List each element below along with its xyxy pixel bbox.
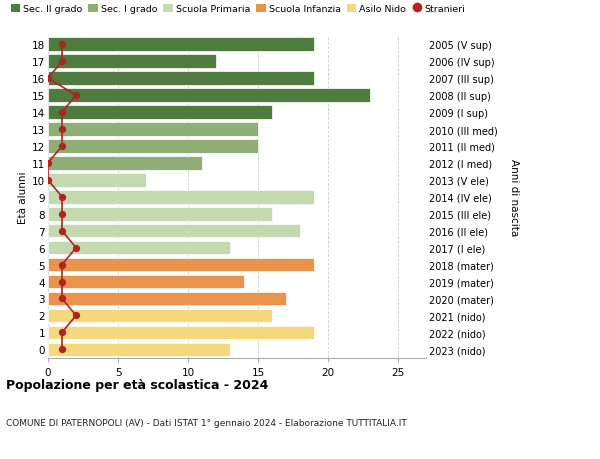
Bar	[48, 123, 258, 136]
Point	[43, 160, 53, 167]
Point	[71, 245, 81, 252]
Point	[57, 295, 67, 302]
Bar	[48, 292, 286, 306]
Bar	[48, 190, 314, 204]
Bar	[48, 309, 272, 323]
Bar	[48, 174, 146, 187]
Point	[57, 228, 67, 235]
Point	[57, 109, 67, 117]
Bar	[48, 157, 202, 170]
Point	[57, 329, 67, 336]
Y-axis label: Età alunni: Età alunni	[18, 171, 28, 224]
Point	[57, 261, 67, 269]
Point	[57, 346, 67, 353]
Text: Popolazione per età scolastica - 2024: Popolazione per età scolastica - 2024	[6, 379, 268, 392]
Point	[57, 211, 67, 218]
Point	[57, 41, 67, 49]
Point	[43, 75, 53, 83]
Bar	[48, 207, 272, 221]
Bar	[48, 275, 244, 289]
Bar	[48, 140, 258, 153]
Bar	[48, 258, 314, 272]
Legend: Sec. II grado, Sec. I grado, Scuola Primaria, Scuola Infanzia, Asilo Nido, Stran: Sec. II grado, Sec. I grado, Scuola Prim…	[11, 5, 466, 14]
Text: COMUNE DI PATERNOPOLI (AV) - Dati ISTAT 1° gennaio 2024 - Elaborazione TUTTITALI: COMUNE DI PATERNOPOLI (AV) - Dati ISTAT …	[6, 418, 407, 427]
Bar	[48, 56, 216, 69]
Bar	[48, 89, 370, 103]
Point	[71, 92, 81, 100]
Point	[43, 177, 53, 184]
Bar	[48, 241, 230, 255]
Bar	[48, 343, 230, 356]
Bar	[48, 326, 314, 339]
Point	[71, 312, 81, 319]
Point	[57, 278, 67, 285]
Point	[57, 194, 67, 201]
Bar	[48, 72, 314, 86]
Point	[57, 126, 67, 134]
Y-axis label: Anni di nascita: Anni di nascita	[509, 159, 518, 236]
Bar	[48, 39, 314, 52]
Bar	[48, 224, 300, 238]
Point	[57, 143, 67, 150]
Bar	[48, 106, 272, 120]
Point	[57, 58, 67, 66]
